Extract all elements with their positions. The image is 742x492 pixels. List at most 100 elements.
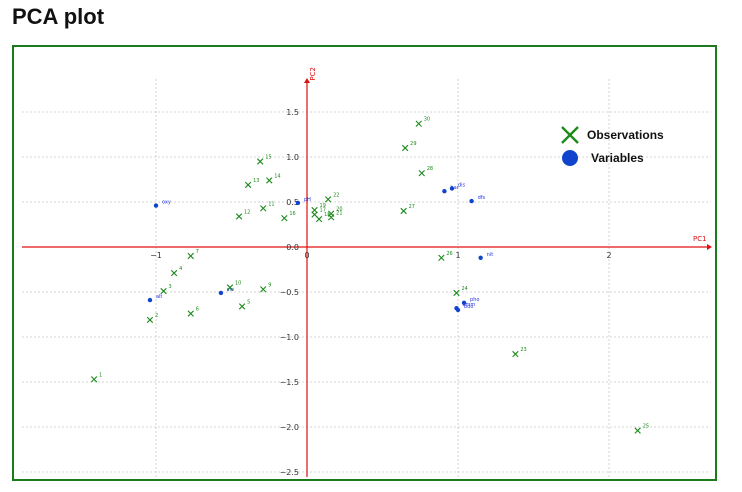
- variable-label: alt: [156, 294, 162, 300]
- observation-point: [244, 181, 252, 189]
- variable-point: [449, 186, 455, 191]
- variable-label: dfs: [478, 195, 486, 201]
- observation-point: [160, 287, 167, 295]
- observation-label: 21: [336, 210, 342, 216]
- observation-point: [453, 289, 460, 297]
- observation-label: 20: [336, 207, 342, 213]
- observation-label: 10: [235, 281, 241, 287]
- observation-label: 18: [324, 212, 330, 218]
- observation-label: 12: [244, 209, 250, 215]
- tick-labels: −1 0 1 21.51.00.50.0−0.5−1.0−1.5−2.0−2.5: [150, 108, 611, 477]
- observation-label: 6: [196, 307, 199, 313]
- observation-label: 30: [424, 117, 430, 123]
- observation-label: 19: [320, 203, 326, 209]
- observation-point: [438, 254, 445, 261]
- y-tick-label: −2.0: [280, 423, 299, 432]
- chart-frame: PC1 PC2 −1 0 1 2 1.5 1.0 0.5 0.0 −0.5 −1.0 −1.5 −2.0…: [12, 45, 717, 481]
- x-tick-label: 0: [304, 251, 309, 260]
- observation-point: [327, 214, 335, 221]
- page-title: PCA plot: [12, 4, 105, 29]
- observation-label: 1: [99, 372, 102, 378]
- legend: Observations Variables: [561, 126, 664, 166]
- observation-point: [324, 196, 332, 203]
- y-axis-label: PC2: [309, 67, 317, 81]
- variable-point: [469, 198, 474, 204]
- y-tick-label: −2.5: [280, 468, 299, 477]
- variable-label: pH: [304, 197, 311, 203]
- y-tick-label: 1.5: [286, 108, 299, 117]
- observation-label: 2: [155, 313, 158, 319]
- x-tick-label: 2: [606, 251, 611, 260]
- observation-label: 3: [169, 284, 172, 290]
- variable-point: [478, 255, 483, 260]
- observation-label: 23: [520, 347, 526, 353]
- observation-label: 27: [409, 204, 415, 210]
- legend-observations-marker: [561, 126, 579, 144]
- observation-point: [512, 350, 519, 358]
- observation-point: [418, 170, 425, 177]
- y-tick-label: −1.5: [280, 378, 299, 387]
- x-tick-label: 1: [455, 251, 460, 260]
- y-tick-label: 0.0: [286, 243, 299, 252]
- observation-point: [400, 207, 407, 215]
- variable-label: bdo: [464, 304, 473, 310]
- observation-label: 26: [446, 251, 452, 257]
- variable-label: pho: [470, 297, 479, 303]
- variable-label: nit: [487, 252, 494, 258]
- grid: [22, 79, 711, 477]
- observation-label: 4: [179, 266, 182, 272]
- observation-point: [401, 144, 409, 152]
- observation-label: 7: [196, 249, 199, 255]
- variable-point: [218, 290, 224, 296]
- variable-point: [442, 189, 447, 194]
- observation-label: 5: [247, 299, 250, 305]
- y-axis-arrow: [304, 78, 310, 83]
- observation-label: 16: [289, 211, 295, 217]
- y-tick-label: 0.5: [286, 198, 299, 207]
- y-tick-label: −0.5: [280, 288, 299, 297]
- x-axis-label: PC1: [693, 235, 707, 243]
- observation-label: 25: [643, 424, 649, 430]
- y-tick-label: 1.0: [286, 153, 299, 162]
- observation-label: 13: [253, 178, 259, 184]
- observation-label: 17: [320, 208, 326, 214]
- variable-point: [455, 307, 461, 313]
- observation-point: [266, 177, 273, 184]
- variable-label: dis: [458, 183, 466, 189]
- observation-point: [146, 316, 154, 324]
- x-axis-arrow: [707, 244, 712, 250]
- observation-label: 14: [274, 173, 280, 179]
- variable-label: har: [450, 185, 459, 191]
- y-tick-label: −1.0: [280, 333, 299, 342]
- observation-point: [235, 213, 243, 220]
- observation-point: [238, 303, 246, 310]
- legend-observations-label: Observations: [587, 128, 664, 142]
- observations-series: 1234567910111213141516192021181722232425…: [90, 117, 649, 434]
- x-tick-label: −1: [150, 251, 162, 260]
- observation-point: [90, 376, 98, 383]
- observation-point: [257, 158, 264, 165]
- observation-point: [260, 286, 267, 293]
- observation-point: [415, 120, 422, 127]
- variable-label: slo: [227, 287, 234, 293]
- observation-label: 9: [268, 282, 271, 288]
- observation-label: 15: [265, 155, 271, 161]
- observation-point: [260, 205, 267, 212]
- legend-variables-label: Variables: [591, 151, 644, 165]
- variable-label: amm: [462, 302, 475, 308]
- observation-point: [634, 427, 641, 434]
- observation-label: 24: [461, 286, 467, 292]
- observation-label: 28: [427, 166, 433, 172]
- observation-point: [187, 310, 194, 317]
- observation-point: [187, 252, 194, 260]
- axes: PC1 PC2: [22, 67, 712, 477]
- variable-point: [461, 300, 467, 305]
- observation-point: [311, 211, 318, 218]
- variable-point: [153, 203, 159, 208]
- variable-point: [147, 297, 153, 303]
- variable-label: oxy: [162, 200, 171, 206]
- observation-point: [281, 215, 288, 222]
- observation-point: [170, 269, 178, 277]
